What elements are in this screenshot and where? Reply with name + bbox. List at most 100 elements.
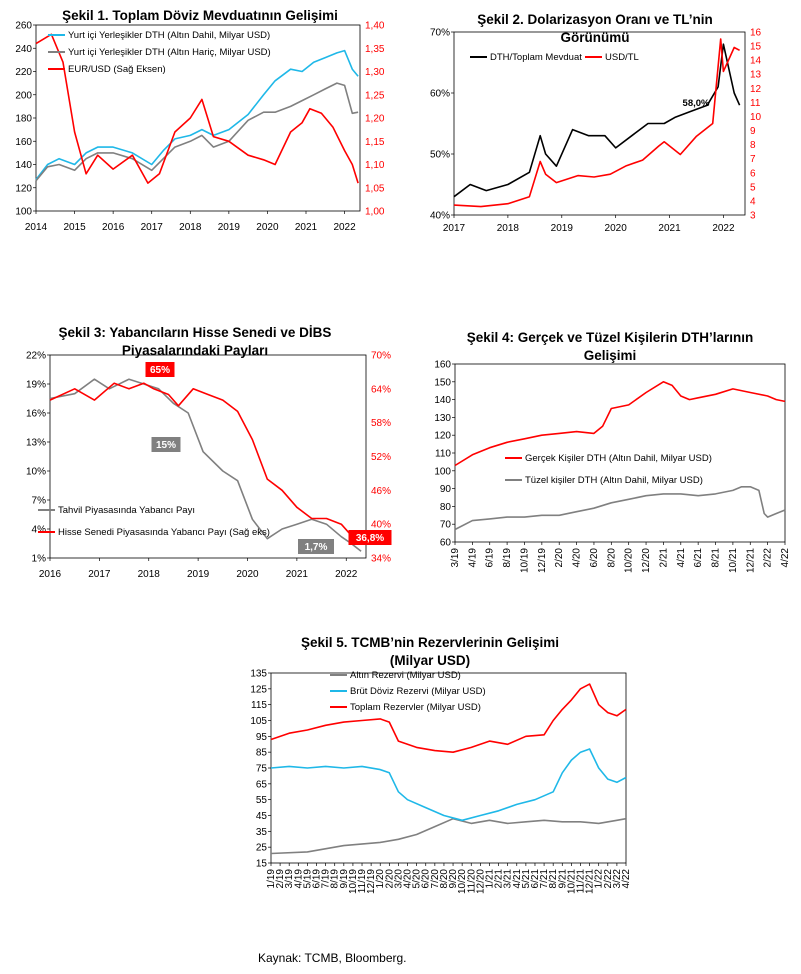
x-tick-label: 4/19 (467, 548, 478, 568)
x-tick-label: 6/21 (530, 869, 541, 889)
x-tick-label: 6/20 (421, 869, 432, 889)
x-tick-label: 10/21 (728, 548, 739, 573)
y-tick-label: 65 (256, 779, 268, 790)
y-tick-label: 135 (250, 669, 267, 680)
y-tick-label: 200 (15, 90, 32, 101)
y-tick-label: 220 (15, 67, 32, 78)
y-tick-label: 160 (15, 137, 32, 148)
legend-label: Toplam Rezervler (Milyar USD) (350, 702, 481, 713)
series-line (49, 382, 362, 543)
x-tick-label: 2/21 (494, 869, 505, 889)
y2-tick-label: 1,35 (365, 44, 385, 55)
y-tick-label: 160 (434, 360, 451, 371)
x-tick-label: 9/20 (448, 869, 459, 889)
y2-tick-label: 40% (371, 520, 391, 531)
y-tick-label: 35 (256, 827, 268, 838)
y2-tick-label: 1,00 (365, 207, 385, 218)
x-tick-label: 2021 (658, 223, 681, 234)
series-line (454, 486, 786, 531)
legend-label: Brüt Döviz Rezervi (Milyar USD) (350, 686, 486, 697)
y-tick-label: 260 (15, 21, 32, 32)
x-tick-label: 11/19 (357, 869, 368, 894)
legend-label: Yurt içi Yerleşikler DTH (Altın Dahil, M… (68, 30, 270, 41)
y2-tick-label: 7 (750, 154, 756, 165)
x-tick-label: 3/19 (284, 869, 295, 889)
y-tick-label: 150 (434, 377, 451, 388)
legend-label: Gerçek Kişiler DTH (Altın Dahil, Milyar … (525, 453, 712, 464)
y2-tick-label: 11 (750, 98, 761, 109)
x-tick-label: 2021 (286, 569, 309, 580)
x-tick-label: 8/21 (548, 869, 559, 889)
x-tick-label: 3/22 (612, 869, 623, 889)
y-tick-label: 60% (430, 89, 450, 100)
legend-label: Altın Rezervi (Milyar USD) (350, 670, 461, 681)
y-tick-label: 7% (32, 496, 47, 507)
y-tick-label: 120 (15, 183, 32, 194)
x-tick-label: 1/22 (594, 869, 605, 889)
y-tick-label: 180 (15, 114, 32, 125)
y2-tick-label: 70% (371, 351, 391, 362)
legend-label: USD/TL (605, 52, 639, 63)
y2-tick-label: 1,05 (365, 183, 385, 194)
x-tick-label: 10/19 (348, 869, 359, 894)
y-tick-label: 45 (256, 811, 268, 822)
x-tick-label: 2020 (605, 223, 628, 234)
x-tick-label: 5/20 (412, 869, 423, 889)
x-tick-label: 10/20 (457, 869, 468, 894)
y2-tick-label: 9 (750, 126, 756, 137)
x-tick-label: 2017 (443, 223, 466, 234)
y2-tick-label: 15 (750, 42, 762, 53)
series-line (35, 82, 359, 182)
x-tick-label: 2015 (63, 222, 86, 233)
series-line (453, 38, 740, 208)
x-tick-label: 4/21 (512, 869, 523, 889)
x-tick-label: 1/21 (484, 869, 495, 889)
y-tick-label: 90 (440, 484, 452, 495)
x-tick-label: 10/19 (519, 548, 530, 573)
y2-tick-label: 1,20 (365, 114, 385, 125)
y-tick-label: 125 (250, 684, 267, 695)
x-tick-label: 8/20 (606, 548, 617, 568)
y-tick-label: 140 (15, 160, 32, 171)
x-tick-label: 3/19 (450, 548, 461, 568)
chart-5: Şekil 5. TCMB’nin Rezervlerinin Gelişimi… (250, 635, 632, 894)
x-tick-label: 2022 (335, 569, 358, 580)
chart-title: Şekil 1. Toplam Döviz Mevduatının Gelişi… (62, 8, 338, 23)
y2-tick-label: 8 (750, 140, 756, 151)
legend-label: Yurt içi Yerleşikler DTH (Altın Hariç, M… (68, 47, 271, 58)
chart-title: Görünümü (561, 30, 630, 45)
y-tick-label: 55 (256, 795, 268, 806)
x-tick-label: 12/19 (537, 548, 548, 573)
x-tick-label: 4/22 (621, 869, 632, 889)
x-tick-label: 4/19 (293, 869, 304, 889)
x-tick-label: 8/20 (439, 869, 450, 889)
annotation-label: 58,0% (683, 98, 710, 109)
y2-tick-label: 5 (750, 182, 756, 193)
series-line (270, 748, 627, 822)
y2-tick-label: 1,25 (365, 90, 385, 101)
x-tick-label: 7/21 (539, 869, 550, 889)
y-tick-label: 80 (440, 502, 452, 513)
x-tick-label: 5/21 (521, 869, 532, 889)
x-tick-label: 2019 (187, 569, 210, 580)
y2-tick-label: 52% (371, 452, 391, 463)
series-line (454, 381, 786, 467)
x-tick-label: 11/20 (466, 869, 477, 894)
legend-label: EUR/USD (Sağ Eksen) (68, 64, 166, 75)
chart-title: Şekil 2. Dolarizasyon Oranı ve TL’nin (477, 12, 713, 27)
x-tick-label: 2022 (333, 222, 356, 233)
y-tick-label: 75 (256, 764, 268, 775)
annotation-box (151, 437, 181, 452)
y-tick-label: 60 (440, 538, 452, 549)
series-line (270, 683, 627, 753)
x-tick-label: 2/20 (554, 548, 565, 568)
x-tick-label: 8/19 (330, 869, 341, 889)
y-tick-label: 1% (32, 554, 47, 565)
y2-tick-label: 6 (750, 168, 756, 179)
y-tick-label: 13% (26, 438, 46, 449)
series-line (35, 33, 359, 184)
x-tick-label: 7/19 (321, 869, 332, 889)
plot-frame (49, 354, 367, 559)
x-tick-label: 8/21 (711, 548, 722, 568)
x-tick-label: 2018 (179, 222, 202, 233)
